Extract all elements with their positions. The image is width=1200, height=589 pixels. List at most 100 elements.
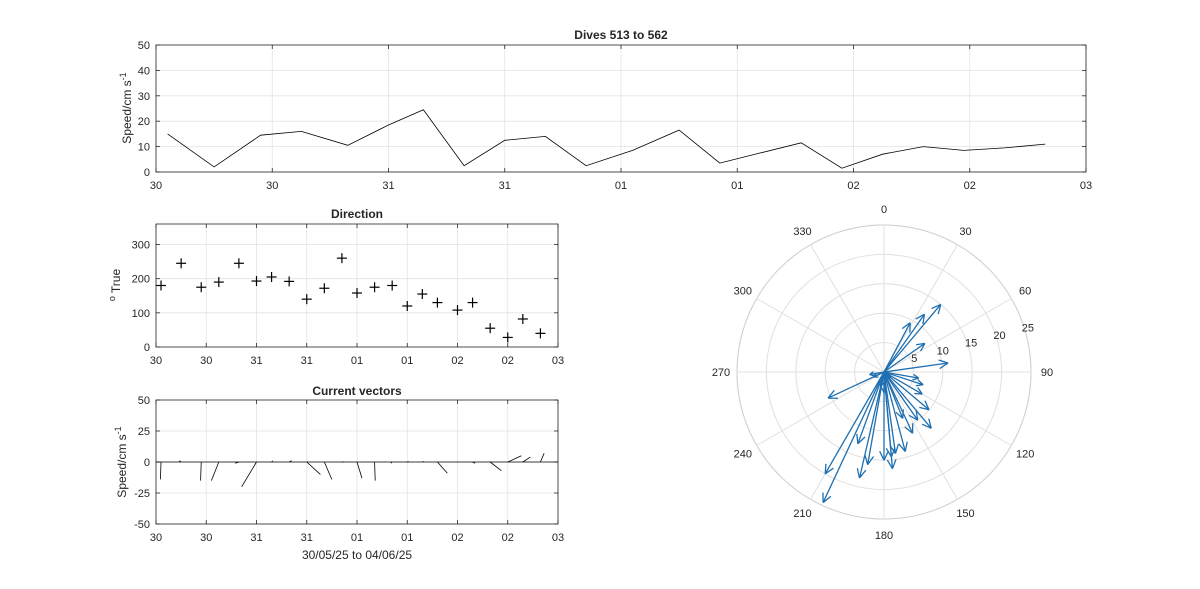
direction-ylabel-text: True <box>109 269 123 294</box>
polar-arrow-head <box>867 456 875 466</box>
y-tick-label: 30 <box>138 91 150 103</box>
direction-marker <box>251 276 262 287</box>
direction-grid <box>155 224 559 348</box>
direction-marker <box>156 280 167 291</box>
speed-title: Dives 513 to 562 <box>574 28 668 42</box>
polar-arrow-head <box>879 450 885 461</box>
polar-arrow-head <box>915 384 924 387</box>
polar-arrow-head <box>864 454 869 465</box>
polar-arrow-head <box>921 423 932 429</box>
vector-stick <box>489 461 502 471</box>
polar-arrow-shaft <box>883 322 911 373</box>
polar-arrow-shaft <box>822 371 885 503</box>
x-tick-label: 02 <box>451 532 463 544</box>
polar-arrow-shaft <box>867 371 885 465</box>
vectors-ylabel-text: Speed/cm s <box>115 434 129 497</box>
y-tick-label: 20 <box>138 116 150 128</box>
x-tick-label: 03 <box>1080 180 1092 192</box>
direction-marker <box>485 323 496 334</box>
direction-marker <box>284 276 295 287</box>
vector-stick <box>356 461 363 479</box>
polar-arrow-head <box>883 387 887 393</box>
polar-arrow-head <box>881 387 885 393</box>
polar-spoke <box>883 244 958 373</box>
polar-arrow-shaft <box>883 371 930 411</box>
polar-arrow <box>883 359 949 373</box>
vector-stick <box>211 461 220 481</box>
polar-arrow-shaft <box>883 371 906 452</box>
polar-arrow-head <box>824 463 827 474</box>
polar-angle-label: 60 <box>1019 286 1031 298</box>
x-tick-label: 01 <box>351 532 363 544</box>
x-tick-label: 30 <box>150 180 162 192</box>
x-tick-label: 01 <box>401 355 413 367</box>
polar-arrow-shaft <box>857 371 885 445</box>
polar-arrow-head <box>937 304 942 315</box>
direction-marker <box>336 253 347 264</box>
direction-marker <box>502 332 513 343</box>
polar-arrow <box>856 371 885 479</box>
x-tick-label: 03 <box>552 532 564 544</box>
polar-arrow <box>824 371 885 475</box>
speed-ylabel: Speed/cm s-1 <box>118 72 134 143</box>
polar-arrow <box>883 313 926 373</box>
x-tick-label: 30 <box>150 532 162 544</box>
polar-arrow <box>881 372 887 393</box>
polar-arrow-shaft <box>883 304 942 373</box>
x-tick-label: 03 <box>552 355 564 367</box>
polar-arrow <box>856 371 885 445</box>
polar-radius-label: 20 <box>993 330 1005 342</box>
direction-marker <box>417 289 428 300</box>
polar-arrow-head <box>904 441 908 452</box>
speed-ticks: 30 30 31 31 01 01 02 02 03 0 10 20 30 40 50 <box>138 40 1092 192</box>
x-tick-label: 31 <box>499 180 511 192</box>
polar-arrow-head <box>928 418 932 429</box>
polar-arrow <box>883 371 908 452</box>
y-tick-label: -25 <box>134 488 150 500</box>
polar-radius-label: 25 <box>1022 322 1034 334</box>
polar-arrow-head <box>894 443 900 454</box>
direction-ticks: 30 30 31 31 01 01 02 02 03 0 100 200 300 <box>132 224 564 367</box>
polar-angle-label: 210 <box>793 508 811 520</box>
polar-arrow <box>883 371 919 421</box>
polar-arrow <box>883 371 932 429</box>
x-tick-label: 01 <box>615 180 627 192</box>
direction-marker <box>517 313 528 324</box>
vector-stick <box>160 461 162 480</box>
vector-stick <box>288 460 292 463</box>
vector-stick <box>323 461 333 480</box>
polar-arrow-head <box>891 459 897 469</box>
vectors-ylabel-sup: -1 <box>113 426 123 434</box>
polar-arrow-head <box>898 443 906 452</box>
polar-arrow-head <box>824 467 834 475</box>
polar-spoke <box>810 244 885 373</box>
polar-angle-label: 270 <box>712 367 730 379</box>
polar-arrow-head <box>919 343 926 352</box>
direction-ylabel-prefix: o <box>107 296 117 301</box>
x-tick-label: 02 <box>502 355 514 367</box>
y-tick-label: 10 <box>138 142 150 154</box>
polar-arrow-head <box>917 379 924 386</box>
polar-spoke <box>756 371 885 446</box>
direction-panel: 30 30 31 31 01 01 02 02 03 0 100 200 300 Direction o… <box>107 207 564 367</box>
y-tick-label: 200 <box>132 274 150 286</box>
x-tick-label: 01 <box>351 355 363 367</box>
polar-arrow-shaft <box>883 371 932 429</box>
vector-stick <box>200 461 202 481</box>
polar-arrow-head <box>895 411 904 419</box>
direction-marker <box>535 328 546 339</box>
polar-arrow-shaft <box>883 342 926 373</box>
polar-arrow-head <box>883 450 889 461</box>
vectors-title: Current vectors <box>312 384 402 398</box>
polar-arrow <box>827 371 885 399</box>
speed-ylabel-sup: -1 <box>118 72 128 80</box>
y-tick-label: 50 <box>138 395 150 407</box>
polar-arrow-shaft <box>869 371 885 376</box>
y-tick-label: 300 <box>132 240 150 252</box>
x-tick-label: 30 <box>200 532 212 544</box>
polar-spoke <box>756 298 885 373</box>
polar-arrow-shaft <box>858 371 885 479</box>
speed-grid <box>155 44 1087 173</box>
vector-stick <box>235 461 240 464</box>
y-tick-label: 0 <box>144 457 150 469</box>
